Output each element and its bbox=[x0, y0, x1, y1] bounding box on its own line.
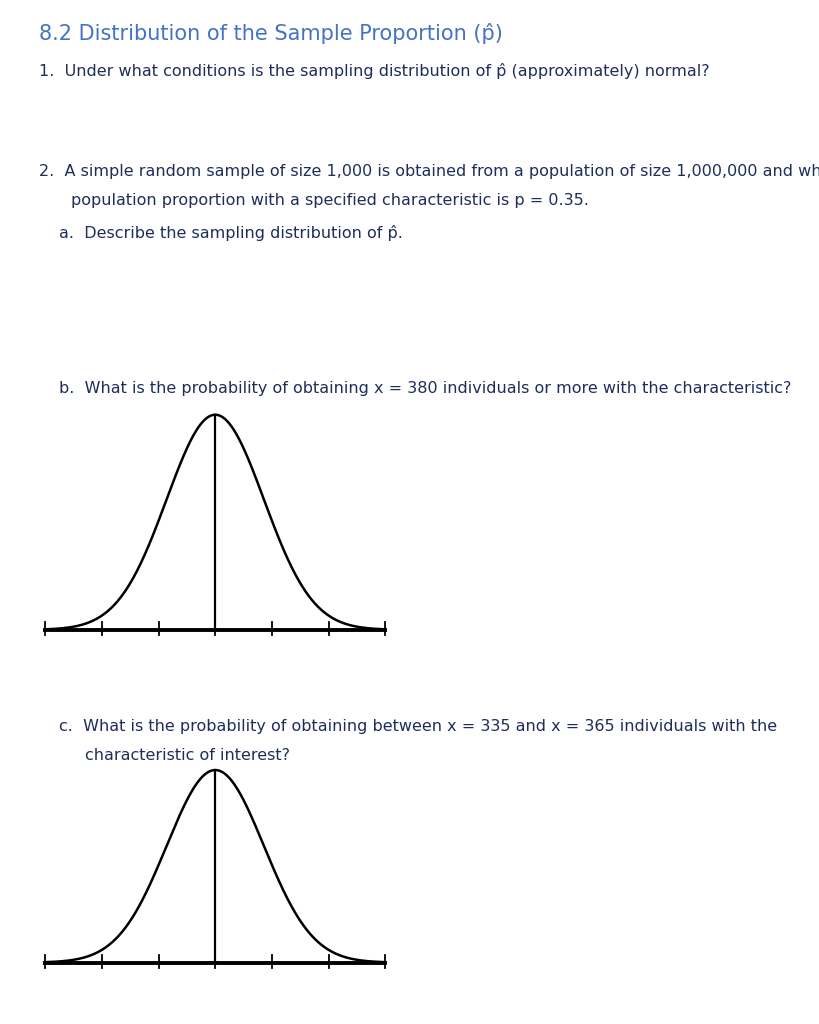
Text: 2.  A simple random sample of size 1,000 is obtained from a population of size 1: 2. A simple random sample of size 1,000 … bbox=[39, 164, 819, 179]
Text: a.  Describe the sampling distribution of p̂.: a. Describe the sampling distribution of… bbox=[59, 225, 402, 242]
Text: b.  What is the probability of obtaining x = 380 individuals or more with the ch: b. What is the probability of obtaining … bbox=[59, 381, 790, 396]
Text: 1.  Under what conditions is the sampling distribution of p̂ (approximately) nor: 1. Under what conditions is the sampling… bbox=[39, 63, 709, 80]
Text: characteristic of interest?: characteristic of interest? bbox=[85, 748, 290, 763]
Text: c.  What is the probability of obtaining between x = 335 and x = 365 individuals: c. What is the probability of obtaining … bbox=[59, 719, 776, 734]
Text: population proportion with a specified characteristic is p = 0.35.: population proportion with a specified c… bbox=[70, 193, 588, 208]
Text: 8.2 Distribution of the Sample Proportion (p̂): 8.2 Distribution of the Sample Proportio… bbox=[39, 23, 503, 44]
